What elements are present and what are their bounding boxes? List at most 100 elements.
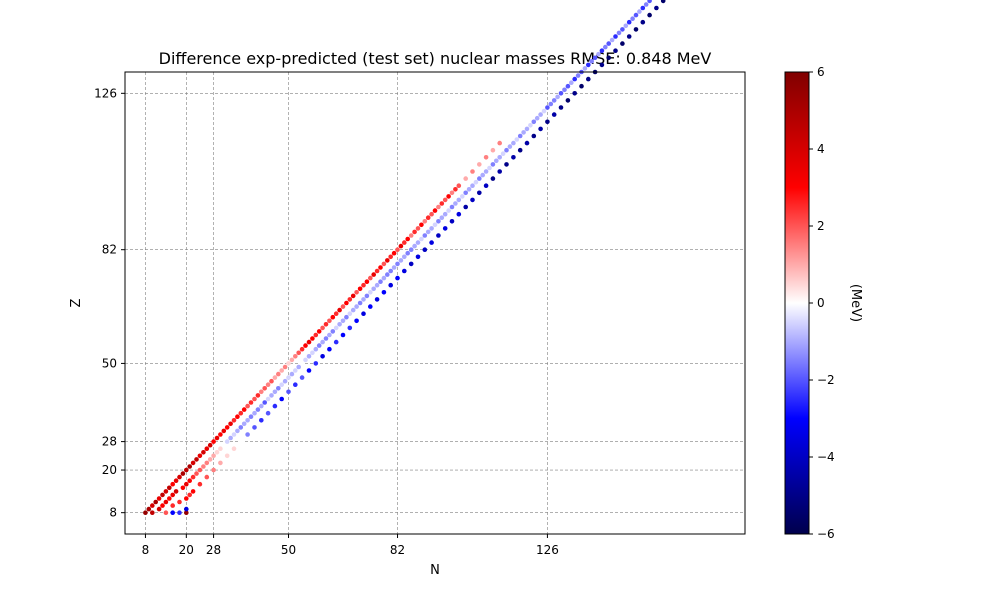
- scatter-point: [255, 393, 261, 398]
- scatter-point: [463, 176, 469, 181]
- scatter-point: [531, 119, 537, 125]
- scatter-point: [412, 243, 417, 249]
- grid-lines: [125, 72, 745, 534]
- scatter-point: [276, 371, 281, 377]
- scatter-point: [647, 0, 652, 4]
- scatter-point: [276, 386, 281, 391]
- scatter-point: [572, 91, 577, 96]
- scatter-point: [344, 314, 349, 320]
- scatter-point: [211, 453, 216, 459]
- scatter-point: [565, 98, 571, 103]
- scatter-point: [497, 155, 503, 160]
- scatter-point: [490, 162, 496, 167]
- scatter-point: [177, 510, 182, 515]
- scatter-point: [364, 279, 370, 285]
- scatter-point: [320, 354, 325, 359]
- scatter-point: [167, 485, 172, 491]
- scatter-point: [313, 346, 319, 352]
- scatter-point: [374, 297, 380, 302]
- scatter-point: [647, 12, 652, 18]
- scatter-point: [381, 275, 387, 281]
- scatter-point: [327, 332, 332, 338]
- scatter-point: [333, 325, 339, 331]
- scatter-point: [207, 457, 213, 462]
- scatter-point: [460, 194, 465, 199]
- scatter-point: [545, 105, 550, 110]
- scatter-point: [439, 201, 445, 206]
- scatter-point: [368, 290, 373, 295]
- scatter-point: [415, 254, 421, 260]
- scatter-point: [521, 130, 526, 135]
- scatter-point: [218, 460, 223, 466]
- colorbar-tick-label: 4: [817, 142, 825, 156]
- scatter-point: [299, 361, 305, 366]
- scatter-point: [381, 290, 387, 295]
- scatter-point: [442, 226, 448, 231]
- scatter-point: [194, 471, 199, 476]
- scatter-point: [245, 403, 250, 409]
- chart-title: Difference exp-predicted (test set) nucl…: [159, 49, 712, 68]
- colorbar-label: (MeV): [848, 284, 863, 322]
- scatter-point: [466, 187, 472, 192]
- scatter-point: [316, 329, 322, 334]
- scatter-point: [378, 265, 383, 270]
- scatter-point: [586, 76, 591, 82]
- scatter-point: [497, 140, 503, 146]
- scatter-point: [432, 208, 438, 213]
- scatter-point: [626, 34, 632, 39]
- scatter-point: [153, 499, 158, 505]
- scatter-point: [207, 442, 213, 448]
- plot-area: [124, 71, 746, 535]
- scatter-point: [640, 19, 646, 25]
- scatter-point: [289, 357, 295, 363]
- scatter-point: [575, 73, 581, 78]
- scatter-point: [473, 179, 479, 185]
- scatter-point: [160, 503, 165, 508]
- scatter-point: [340, 304, 346, 309]
- scatter-point: [572, 76, 577, 82]
- scatter-point: [538, 126, 543, 132]
- scatter-point: [190, 474, 196, 480]
- x-tick-label: 28: [206, 543, 221, 557]
- scatter-point: [470, 197, 475, 203]
- scatter-point: [408, 233, 414, 238]
- scatter-point: [398, 258, 404, 263]
- scatter-point: [497, 169, 503, 174]
- scatter-point: [218, 432, 223, 437]
- scatter-point: [204, 446, 210, 452]
- scatter-point: [463, 204, 469, 210]
- scatter-point: [558, 91, 564, 96]
- scatter-point: [453, 201, 458, 206]
- scatter-point: [385, 272, 390, 277]
- scatter-point: [333, 311, 339, 317]
- scatter-point: [235, 428, 240, 434]
- scatter-point: [197, 467, 203, 473]
- scatter-point: [299, 375, 305, 380]
- scatter-point: [599, 62, 605, 68]
- scatter-point: [589, 59, 594, 64]
- colorbar-tick-label: 2: [817, 219, 825, 233]
- scatter-point: [184, 496, 189, 501]
- scatter-point: [194, 457, 199, 462]
- scatter-point: [582, 66, 588, 71]
- scatter-point: [279, 368, 285, 373]
- scatter-point: [436, 219, 441, 224]
- scatter-point: [173, 489, 179, 494]
- scatter-point: [425, 215, 431, 220]
- scatter-point: [586, 62, 591, 68]
- scatter-point: [402, 268, 407, 274]
- scatter-point: [354, 304, 359, 309]
- scatter-point: [170, 510, 175, 515]
- scatter-point: [303, 357, 308, 363]
- scatter-point: [408, 247, 414, 252]
- scatter-point: [156, 496, 162, 501]
- scatter-point: [177, 499, 182, 505]
- scatter-point: [432, 222, 438, 228]
- scatter-point: [248, 414, 254, 420]
- scatter-point: [391, 265, 397, 270]
- scatter-point: [269, 378, 274, 384]
- colorbar-tick-label: −4: [817, 450, 835, 464]
- colorbar-tick-label: 6: [817, 65, 825, 79]
- scatter-point: [429, 211, 434, 217]
- scatter-point: [388, 254, 394, 260]
